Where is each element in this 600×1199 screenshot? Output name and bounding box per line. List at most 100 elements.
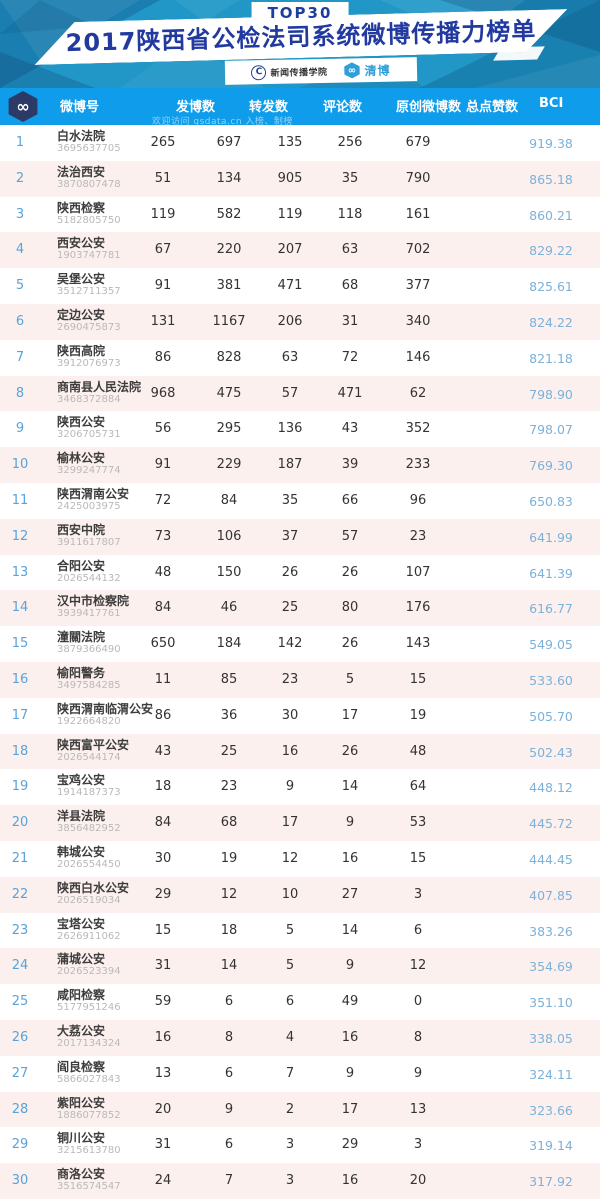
bci-score: 865.18 <box>529 171 573 187</box>
qingbo-logo: ∞ 清博 <box>343 61 391 79</box>
likes-count: 3 <box>413 1137 423 1153</box>
table-row: 28 紫阳公安 1886077852 20 9 2 17 13 323.66 <box>0 1091 600 1128</box>
account-name: 榆阳警务 <box>57 665 106 680</box>
account-id: 2026544174 <box>57 751 121 763</box>
table-row: 8 商南县人民法院 3468372884 968 475 57 471 62 7… <box>0 375 600 412</box>
table-row: 4 西安公安 1903747781 67 220 207 63 702 829.… <box>0 232 600 269</box>
reposts-count: 18 <box>220 922 238 938</box>
rank-number: 27 <box>11 1065 29 1081</box>
rank-number: 2 <box>15 170 25 186</box>
posts-count: 59 <box>154 994 172 1010</box>
account-id: 3856482952 <box>57 823 121 835</box>
likes-count: 48 <box>409 743 427 759</box>
reposts-count: 134 <box>216 170 242 186</box>
account-id: 3870807478 <box>57 178 121 190</box>
original-posts-count: 63 <box>341 242 359 258</box>
table-row: 9 陕西公安 3206705731 56 295 136 43 352 798.… <box>0 411 600 448</box>
original-posts-count: 68 <box>341 278 359 294</box>
likes-count: 0 <box>413 994 423 1010</box>
comments-count: 10 <box>281 886 299 902</box>
likes-count: 146 <box>405 349 431 365</box>
original-posts-count: 72 <box>341 349 359 365</box>
reposts-count: 9 <box>224 1101 234 1117</box>
table-row: 23 宝塔公安 2626911062 15 18 5 14 6 383.26 <box>0 912 600 949</box>
likes-count: 377 <box>405 278 431 294</box>
likes-count: 64 <box>409 779 427 795</box>
likes-count: 96 <box>409 492 427 508</box>
table-row: 21 韩城公安 2026554450 30 19 12 16 15 444.45 <box>0 840 600 877</box>
account-id: 5177951246 <box>57 1002 121 1014</box>
comments-count: 905 <box>277 170 303 186</box>
posts-count: 18 <box>154 779 172 795</box>
account-name: 西安公安 <box>57 236 106 251</box>
account-id: 3939417761 <box>57 608 121 620</box>
posts-count: 51 <box>154 170 172 186</box>
comments-count: 9 <box>285 779 295 795</box>
rank-number: 18 <box>11 743 29 759</box>
account-name: 商洛公安 <box>57 1167 106 1182</box>
reposts-count: 150 <box>216 564 242 580</box>
likes-count: 702 <box>405 242 431 258</box>
original-posts-count: 5 <box>345 671 355 687</box>
table-row: 14 汉中市检察院 3939417761 84 46 25 80 176 616… <box>0 590 600 627</box>
comments-count: 5 <box>285 958 295 974</box>
reposts-count: 295 <box>216 421 242 437</box>
rank-number: 8 <box>15 385 25 401</box>
comments-count: 16 <box>281 743 299 759</box>
account-id: 1886077852 <box>57 1109 121 1121</box>
account-id: 2425003975 <box>57 500 121 512</box>
original-posts-count: 29 <box>341 1137 359 1153</box>
original-posts-count: 35 <box>341 170 359 186</box>
rank-number: 10 <box>11 457 29 473</box>
reposts-count: 475 <box>216 385 242 401</box>
infinity-hexagon-icon: ∞ <box>343 62 360 78</box>
comments-count: 35 <box>281 492 299 508</box>
bci-score: 821.18 <box>529 350 573 366</box>
college-emblem-icon: C <box>251 64 267 80</box>
bci-score: 448.12 <box>529 780 573 796</box>
posts-count: 84 <box>154 815 172 831</box>
posts-count: 91 <box>154 278 172 294</box>
table-row: 19 宝鸡公安 1914187373 18 23 9 14 64 448.12 <box>0 769 600 806</box>
account-name: 商南县人民法院 <box>57 379 142 394</box>
reposts-count: 12 <box>220 886 238 902</box>
table-row: 7 陕西高院 3912076973 86 828 63 72 146 821.1… <box>0 339 600 376</box>
posts-count: 20 <box>154 1101 172 1117</box>
table-row: 6 定边公安 2690475873 131 1167 206 31 340 82… <box>0 303 600 340</box>
watermark: 欢迎访问 gsdata.cn 入榜、制榜 <box>152 117 293 127</box>
account-id: 2626911062 <box>57 930 121 942</box>
likes-count: 6 <box>413 922 423 938</box>
account-name: 榆林公安 <box>57 451 106 466</box>
rank-number: 17 <box>11 707 29 723</box>
column-header-account: 微博号 <box>60 100 100 115</box>
reposts-count: 84 <box>220 492 238 508</box>
posts-count: 16 <box>154 1029 172 1045</box>
account-name: 合阳公安 <box>57 558 106 573</box>
account-id: 2026544132 <box>57 572 121 584</box>
original-posts-count: 80 <box>341 600 359 616</box>
bci-score: 505.70 <box>529 708 573 724</box>
bci-score: 641.99 <box>529 529 573 545</box>
account-name: 宝鸡公安 <box>57 773 106 788</box>
posts-count: 86 <box>154 707 172 723</box>
rank-number: 1 <box>15 135 25 150</box>
likes-count: 107 <box>405 564 431 580</box>
reposts-count: 828 <box>216 349 242 365</box>
account-name: 陕西白水公安 <box>57 880 130 895</box>
college-logo: C 新闻传播学院 <box>251 63 328 80</box>
likes-count: 679 <box>405 135 431 150</box>
column-header-bci: BCI <box>539 96 564 111</box>
reposts-count: 106 <box>216 528 242 544</box>
posts-count: 31 <box>154 958 172 974</box>
original-posts-count: 26 <box>341 743 359 759</box>
rank-number: 29 <box>11 1137 29 1153</box>
posts-count: 11 <box>154 671 172 687</box>
likes-count: 352 <box>405 421 431 437</box>
account-id: 2026554450 <box>57 858 121 870</box>
original-posts-count: 118 <box>337 206 363 222</box>
account-id: 3497584285 <box>57 679 121 691</box>
reposts-count: 1167 <box>212 313 246 329</box>
posts-count: 73 <box>154 528 172 544</box>
account-name: 陕西渭南临渭公安 <box>57 701 154 716</box>
comments-count: 57 <box>281 385 299 401</box>
